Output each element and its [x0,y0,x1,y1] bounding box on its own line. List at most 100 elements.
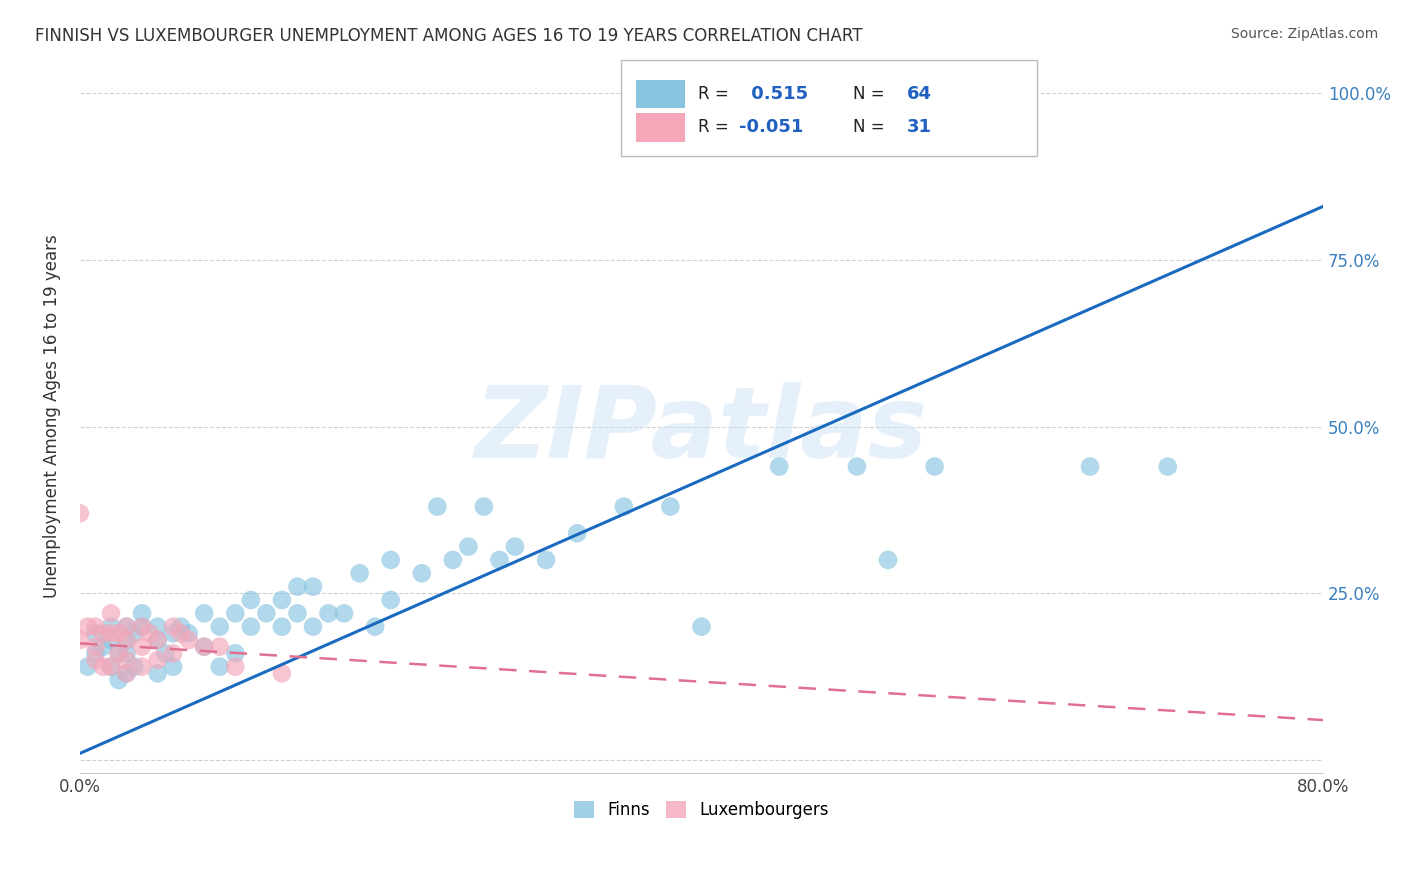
Point [380,553,402,567]
Point [302,620,325,634]
Point [146,632,169,647]
Point [100,659,122,673]
Point [1078,459,1101,474]
Point [690,620,713,634]
Point [333,607,356,621]
Point [287,580,309,594]
Point [503,540,526,554]
Point [177,632,200,647]
Point [534,553,557,567]
Text: R =: R = [697,119,734,136]
Point [122,626,145,640]
Point [107,646,129,660]
Point [122,659,145,673]
Point [457,540,479,554]
Point [567,526,589,541]
Y-axis label: Unemployment Among Ages 16 to 19 years: Unemployment Among Ages 16 to 19 years [44,235,60,599]
Point [254,607,277,621]
Point [84,626,107,640]
Point [239,593,262,607]
Text: -0.051: -0.051 [738,119,803,136]
Point [380,593,402,607]
Point [100,626,122,640]
Point [924,459,946,474]
Point [131,620,153,634]
Legend: Finns, Luxembourgers: Finns, Luxembourgers [567,794,837,826]
Point [131,620,153,634]
Point [115,666,138,681]
Point [877,553,900,567]
Text: FINNISH VS LUXEMBOURGER UNEMPLOYMENT AMONG AGES 16 TO 19 YEARS CORRELATION CHART: FINNISH VS LUXEMBOURGER UNEMPLOYMENT AMO… [35,27,863,45]
Point [115,653,138,667]
Point [208,640,231,654]
Point [155,646,177,660]
Text: 64: 64 [907,85,932,103]
Point [162,659,184,673]
Point [426,500,449,514]
Point [84,653,107,667]
Text: N =: N = [853,119,890,136]
Point [115,632,138,647]
Point [100,632,122,647]
Point [208,659,231,673]
Point [91,640,114,654]
Point [131,607,153,621]
Text: ZIPatlas: ZIPatlas [475,383,928,479]
Point [107,646,129,660]
Point [411,566,433,581]
Point [162,620,184,634]
Point [270,593,292,607]
Point [69,506,91,520]
Point [100,607,122,621]
Point [107,673,129,687]
Point [91,626,114,640]
Point [84,640,107,654]
Point [100,620,122,634]
Point [76,620,98,634]
Point [115,632,138,647]
FancyBboxPatch shape [620,60,1038,156]
Point [224,659,246,673]
Point [107,626,129,640]
Point [613,500,636,514]
Point [69,632,91,647]
Point [208,620,231,634]
Point [170,620,193,634]
Point [193,607,215,621]
FancyBboxPatch shape [636,79,685,108]
Point [146,653,169,667]
Point [139,626,162,640]
Point [441,553,464,567]
Point [318,607,340,621]
Point [224,646,246,660]
Point [146,666,169,681]
Point [270,666,292,681]
Point [659,500,682,514]
Point [146,620,169,634]
Point [488,553,510,567]
Point [193,640,215,654]
Text: R =: R = [697,85,734,103]
Text: 31: 31 [907,119,932,136]
Point [91,659,114,673]
Point [768,459,790,474]
Point [472,500,495,514]
Point [170,626,193,640]
Point [146,632,169,647]
Point [162,646,184,660]
Point [162,626,184,640]
Point [270,620,292,634]
Text: N =: N = [853,85,890,103]
Point [302,580,325,594]
Point [84,620,107,634]
Point [100,659,122,673]
Point [115,620,138,634]
Point [131,659,153,673]
Text: Source: ZipAtlas.com: Source: ZipAtlas.com [1230,27,1378,41]
Point [239,620,262,634]
FancyBboxPatch shape [636,113,685,142]
Point [364,620,387,634]
Text: 0.515: 0.515 [745,85,808,103]
Point [115,666,138,681]
Point [76,659,98,673]
